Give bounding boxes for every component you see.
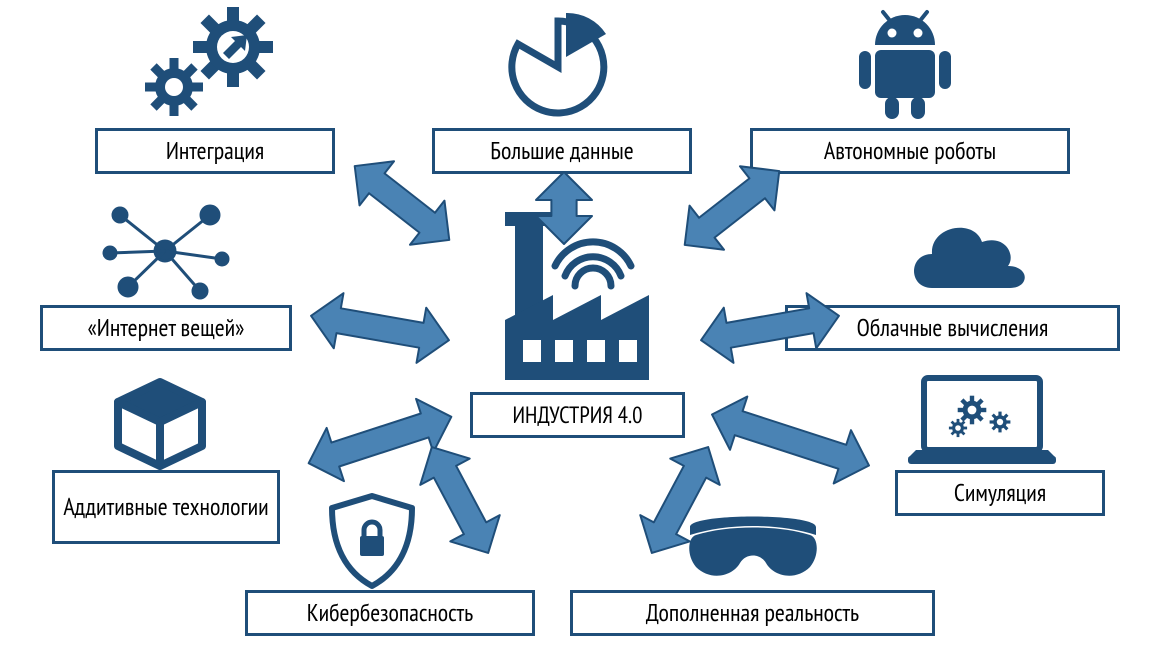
node-integration: Интеграция — [95, 128, 335, 174]
label-sim: Симуляция — [948, 478, 1052, 508]
connector-arrow — [306, 288, 454, 367]
label-integration: Интеграция — [160, 136, 270, 166]
label-cloud: Облачные вычисления — [851, 313, 1055, 343]
label-bigdata: Большие данные — [484, 136, 639, 166]
connector-arrow — [696, 288, 844, 367]
connector-arrow — [703, 388, 877, 492]
connector-arrow — [536, 172, 592, 244]
node-iot: «Интернет вещей» — [40, 305, 292, 351]
node-additive: Аддитивные технологии — [52, 470, 280, 544]
cube-icon — [100, 370, 215, 470]
node-sim: Симуляция — [895, 470, 1105, 516]
cloud-icon — [902, 210, 1037, 300]
robot-icon — [845, 5, 965, 125]
center-label: ИНДУСТРИЯ 4.0 — [513, 401, 643, 430]
label-iot: «Интернет вещей» — [82, 313, 251, 343]
network-icon — [100, 195, 230, 303]
laptop-icon — [902, 370, 1062, 470]
label-cyber: Кибербезопасность — [301, 598, 479, 628]
label-ar: Дополненная реальность — [640, 598, 865, 628]
node-ar: Дополненная реальность — [570, 590, 935, 636]
label-robots: Автономные роботы — [818, 136, 1002, 166]
gears-icon — [138, 5, 283, 125]
shield-icon — [322, 490, 422, 590]
connector-arrow — [407, 434, 513, 566]
node-cyber: Кибербезопасность — [245, 590, 535, 636]
pie-icon — [502, 5, 622, 125]
node-bigdata: Большие данные — [432, 128, 692, 174]
node-robots: Автономные роботы — [750, 128, 1070, 174]
center-label-box: ИНДУСТРИЯ 4.0 — [470, 392, 685, 438]
label-additive: Аддитивные технологии — [57, 492, 274, 522]
